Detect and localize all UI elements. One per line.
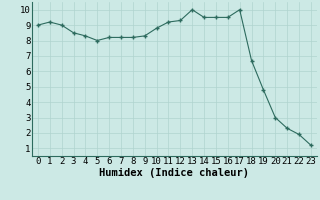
X-axis label: Humidex (Indice chaleur): Humidex (Indice chaleur) <box>100 168 249 178</box>
